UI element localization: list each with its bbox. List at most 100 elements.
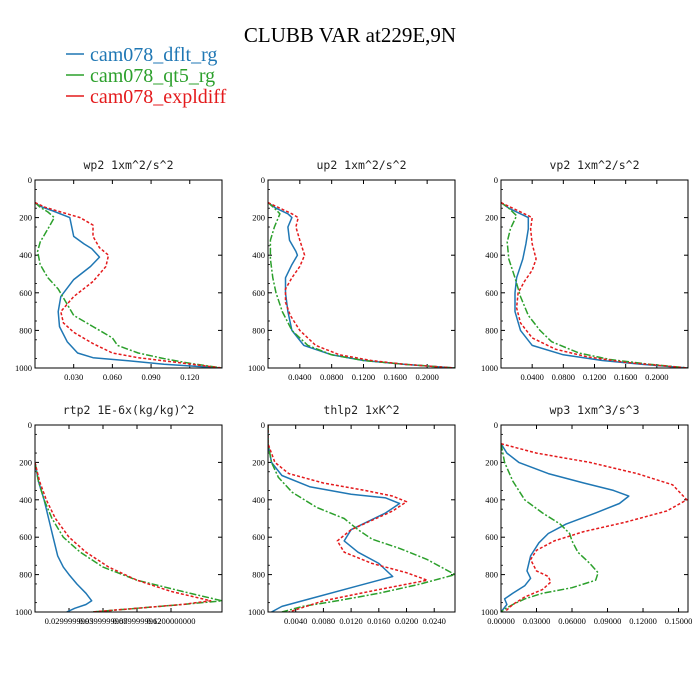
series-line-3 <box>501 442 688 612</box>
y-tick-label: 0 <box>494 420 498 430</box>
x-tick-label: 0.1600 <box>384 372 407 382</box>
y-tick-label: 600 <box>485 288 498 298</box>
series-line-3 <box>35 462 212 612</box>
y-tick-label: 1000 <box>248 363 265 373</box>
plot-frame <box>500 424 689 613</box>
x-tick-label: 0.15000 <box>665 616 693 626</box>
y-tick-label: 400 <box>252 495 265 505</box>
series-line-2 <box>35 202 222 368</box>
legend-label-1: cam078_dflt_rg <box>90 44 217 66</box>
x-tick-label: 0.03000 <box>523 616 551 626</box>
x-tick-label: 0.0120 <box>339 616 362 626</box>
series-group <box>35 462 222 612</box>
panel-4: rtp2 1E-6x(kg/kg)^2 0 200 400 600 800 1000 0.02… <box>15 403 223 626</box>
series-group <box>501 201 688 368</box>
series-line-3 <box>268 201 455 368</box>
y-tick-label: 0 <box>494 175 498 185</box>
y-tick-label: 600 <box>19 288 32 298</box>
panel-5: thlp2 1xK^2 0 200 400 600 800 1000 0.0040 0.0080… <box>248 403 456 626</box>
series-line-1 <box>268 425 401 612</box>
y-tick-label: 0 <box>261 420 265 430</box>
plot-frame <box>267 179 456 369</box>
panel-title: thlp2 1xK^2 <box>323 403 399 417</box>
y-tick-label: 200 <box>19 213 32 223</box>
series-line-2 <box>501 443 599 612</box>
y-tick-label: 200 <box>252 457 265 467</box>
y-tick-label: 600 <box>19 532 32 542</box>
panel-2: up2 1xm^2/s^2 0 200 400 600 800 1000 0.0400 0.08… <box>248 158 456 382</box>
y-tick-label: 200 <box>19 457 32 467</box>
plot-frame <box>267 424 456 613</box>
y-tick-label: 0 <box>28 420 32 430</box>
x-tick-label: 0.1200 <box>583 372 606 382</box>
series-line-2 <box>268 425 455 612</box>
y-tick-label: 0 <box>28 175 32 185</box>
panel-grid: wp2 1xm^2/s^2 0 200 400 600 800 1000 0.030 0.060… <box>15 158 692 626</box>
y-tick-label: 600 <box>485 532 498 542</box>
y-tick-label: 200 <box>252 213 265 223</box>
x-tick-label: 0.2000 <box>415 372 438 382</box>
series-line-2 <box>501 201 688 368</box>
y-tick-label: 600 <box>252 288 265 298</box>
series-line-1 <box>501 201 688 368</box>
y-tick-label: 800 <box>19 325 32 335</box>
x-tick-label: 0.0040 <box>284 616 307 626</box>
y-tick-label: 1000 <box>15 607 32 617</box>
y-tick-label: 800 <box>19 570 32 580</box>
legend: cam078_dflt_rg cam078_qt5_rg cam078_expl… <box>66 44 227 108</box>
legend-label-2: cam078_qt5_rg <box>90 65 215 87</box>
panel-3: vp2 1xm^2/s^2 0 200 400 600 800 1000 0.0400 0.08… <box>481 158 689 382</box>
y-tick-label: 1000 <box>481 607 498 617</box>
series-group <box>268 201 455 368</box>
x-tick-label: 0.0400 <box>288 372 311 382</box>
plot-frame <box>34 424 223 613</box>
y-tick-label: 1000 <box>481 363 498 373</box>
y-tick-label: 200 <box>485 457 498 467</box>
y-tick-label: 1000 <box>248 607 265 617</box>
panel-title: up2 1xm^2/s^2 <box>316 158 406 172</box>
y-tick-label: 600 <box>252 532 265 542</box>
x-tick-label: 0.0299999993 <box>45 616 94 626</box>
series-group <box>501 442 688 612</box>
legend-label-3: cam078_expldiff <box>90 86 227 108</box>
y-tick-label: 1000 <box>15 363 32 373</box>
x-tick-label: 0.090 <box>142 372 161 382</box>
x-tick-label: 0.0800 <box>320 372 343 382</box>
x-tick-label: 0.2000 <box>645 372 668 382</box>
y-tick-label: 800 <box>252 325 265 335</box>
y-tick-label: 0 <box>261 175 265 185</box>
series-line-1 <box>268 201 455 368</box>
series-group <box>268 425 455 612</box>
x-tick-label: 0.00000 <box>487 616 515 626</box>
y-tick-label: 400 <box>485 250 498 260</box>
x-tick-label: 0.0599999987 <box>79 616 128 626</box>
x-tick-label: 0.1200000000 <box>147 616 196 626</box>
x-tick-label: 0.060 <box>103 372 122 382</box>
x-tick-label: 0.0200 <box>395 616 418 626</box>
series-line-1 <box>501 443 630 612</box>
series-line-3 <box>501 201 688 368</box>
panel-1: wp2 1xm^2/s^2 0 200 400 600 800 1000 0.030 0.060… <box>15 158 223 382</box>
panel-title: wp3 1xm^3/s^3 <box>549 403 639 417</box>
y-tick-label: 400 <box>252 250 265 260</box>
series-line-2 <box>268 202 455 368</box>
y-tick-label: 800 <box>252 570 265 580</box>
x-tick-label: 0.1600 <box>614 372 637 382</box>
x-tick-label: 0.0080 <box>312 616 335 626</box>
y-tick-label: 400 <box>19 250 32 260</box>
y-tick-label: 800 <box>485 570 498 580</box>
x-tick-label: 0.0800 <box>552 372 575 382</box>
series-line-1 <box>35 201 222 368</box>
series-line-3 <box>268 425 429 612</box>
x-tick-label: 0.0160 <box>367 616 390 626</box>
x-tick-label: 0.0899999962 <box>113 616 162 626</box>
y-tick-label: 800 <box>485 325 498 335</box>
plot-frame <box>500 179 689 369</box>
y-tick-label: 400 <box>19 495 32 505</box>
y-tick-label: 400 <box>485 495 498 505</box>
panel-title: rtp2 1E-6x(kg/kg)^2 <box>63 403 195 417</box>
panel-title: wp2 1xm^2/s^2 <box>83 158 173 172</box>
x-tick-label: 0.09000 <box>594 616 622 626</box>
